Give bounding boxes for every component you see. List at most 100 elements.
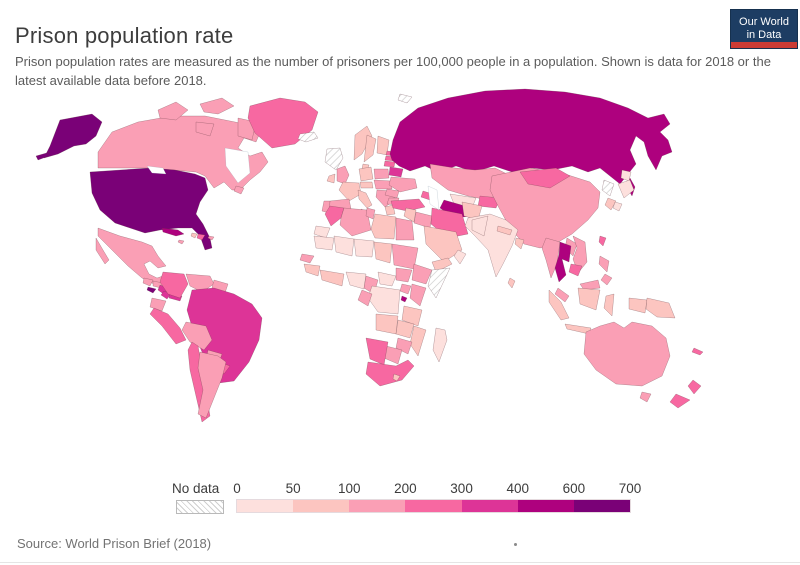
country-czech-hungary[interactable] bbox=[373, 179, 393, 190]
country-somalia[interactable] bbox=[427, 267, 451, 299]
country-kenya[interactable] bbox=[409, 283, 427, 307]
country-levant[interactable] bbox=[403, 207, 417, 223]
country-ivory-ghana[interactable] bbox=[319, 269, 345, 287]
country-lithuania[interactable] bbox=[383, 160, 396, 168]
country-japan-honshu[interactable] bbox=[617, 179, 635, 199]
country-venezuela[interactable] bbox=[185, 273, 215, 293]
country-cuba[interactable] bbox=[161, 227, 185, 237]
country-philippines-mindanao[interactable] bbox=[600, 273, 613, 286]
country-sri-lanka[interactable] bbox=[507, 277, 516, 289]
country-gabon-congo[interactable] bbox=[357, 289, 373, 307]
country-mongolia[interactable] bbox=[519, 167, 571, 189]
country-madagascar[interactable] bbox=[432, 327, 448, 363]
country-libya[interactable] bbox=[370, 213, 397, 240]
country-niger[interactable] bbox=[353, 238, 375, 258]
legend-color-segment-2[interactable] bbox=[349, 500, 406, 512]
country-alpine[interactable] bbox=[359, 181, 374, 189]
country-peru[interactable] bbox=[149, 307, 187, 345]
legend-color-segment-5[interactable] bbox=[517, 500, 574, 512]
country-canada-island-3[interactable] bbox=[195, 121, 215, 137]
country-australia-tasmania[interactable] bbox=[639, 391, 652, 403]
country-usa-mainland[interactable] bbox=[89, 167, 213, 251]
country-yemen[interactable] bbox=[431, 257, 453, 273]
country-puerto-rico[interactable] bbox=[207, 235, 215, 241]
country-papua-new-guinea[interactable] bbox=[645, 297, 676, 319]
country-mauritania[interactable] bbox=[313, 235, 335, 251]
country-svalbard[interactable] bbox=[397, 93, 413, 104]
country-tanzania[interactable] bbox=[401, 305, 423, 327]
country-guinea-group[interactable] bbox=[303, 263, 321, 277]
country-jamaica[interactable] bbox=[177, 239, 185, 245]
country-cambodia[interactable] bbox=[568, 263, 583, 277]
legend-color-segment-3[interactable] bbox=[405, 500, 462, 512]
country-drc[interactable] bbox=[367, 285, 401, 315]
country-china[interactable] bbox=[489, 167, 601, 249]
country-malaysia-peninsula[interactable] bbox=[554, 287, 570, 303]
country-el-salvador[interactable] bbox=[146, 286, 157, 294]
country-south-korea[interactable] bbox=[604, 197, 617, 211]
country-canada-newfoundland[interactable] bbox=[233, 185, 245, 195]
legend-no-data-swatch[interactable] bbox=[176, 500, 224, 514]
country-senegal[interactable] bbox=[299, 253, 315, 264]
country-ethiopia[interactable] bbox=[411, 263, 433, 285]
country-japan-kyushu[interactable] bbox=[612, 201, 623, 212]
owid-logo[interactable]: Our World in Data bbox=[731, 10, 797, 48]
country-colombia[interactable] bbox=[159, 271, 189, 299]
country-sweden[interactable] bbox=[363, 134, 377, 163]
country-uk[interactable] bbox=[336, 165, 350, 185]
country-canada-island-1[interactable] bbox=[157, 101, 189, 121]
country-mexico-baja[interactable] bbox=[95, 237, 110, 265]
country-egypt[interactable] bbox=[395, 217, 415, 241]
legend-color-segment-6[interactable] bbox=[573, 500, 630, 512]
country-south-sudan[interactable] bbox=[395, 267, 413, 283]
country-bolivia[interactable] bbox=[181, 321, 213, 351]
country-guatemala[interactable] bbox=[142, 277, 154, 287]
country-saudi-arabia[interactable] bbox=[423, 225, 463, 263]
country-pakistan[interactable] bbox=[471, 215, 489, 237]
country-angola[interactable] bbox=[375, 313, 399, 335]
country-lesotho[interactable] bbox=[392, 373, 401, 382]
country-greece[interactable] bbox=[384, 204, 396, 216]
country-indonesia-sumatra[interactable] bbox=[548, 289, 570, 321]
country-mali[interactable] bbox=[333, 235, 355, 257]
country-malaysia-borneo[interactable] bbox=[579, 279, 601, 291]
country-car[interactable] bbox=[377, 271, 397, 287]
country-nigeria[interactable] bbox=[345, 271, 367, 290]
country-nepal[interactable] bbox=[496, 225, 513, 236]
country-turkey[interactable] bbox=[390, 198, 426, 212]
country-north-korea[interactable] bbox=[601, 179, 615, 197]
country-ireland[interactable] bbox=[326, 173, 336, 184]
country-iraq[interactable] bbox=[413, 211, 433, 229]
country-haiti[interactable] bbox=[190, 232, 198, 239]
country-germany[interactable] bbox=[358, 166, 374, 182]
legend-color-segment-0[interactable] bbox=[237, 500, 294, 512]
country-oman[interactable] bbox=[453, 249, 467, 265]
country-namibia[interactable] bbox=[365, 337, 389, 366]
legend-color-segment-1[interactable] bbox=[293, 500, 350, 512]
country-indonesia-sulawesi[interactable] bbox=[603, 293, 615, 317]
country-australia[interactable] bbox=[583, 321, 671, 387]
country-mozambique[interactable] bbox=[409, 325, 427, 357]
country-belarus[interactable] bbox=[388, 166, 404, 178]
country-new-zealand-north[interactable] bbox=[687, 379, 702, 395]
country-new-zealand-south[interactable] bbox=[669, 393, 691, 409]
country-poland[interactable] bbox=[373, 168, 390, 180]
country-chad[interactable] bbox=[373, 241, 393, 264]
country-morocco[interactable] bbox=[324, 205, 345, 227]
country-canada-island-2[interactable] bbox=[199, 97, 235, 115]
country-usa-alaska[interactable] bbox=[43, 113, 103, 159]
country-italy[interactable] bbox=[357, 189, 373, 209]
country-iceland[interactable] bbox=[324, 147, 344, 171]
country-usa-aleutians[interactable] bbox=[35, 151, 51, 161]
country-indonesia-west-papua[interactable] bbox=[628, 297, 648, 314]
country-new-caledonia[interactable] bbox=[691, 347, 704, 356]
country-tunisia[interactable] bbox=[365, 207, 376, 220]
country-zambia[interactable] bbox=[395, 319, 415, 339]
country-ecuador[interactable] bbox=[149, 297, 167, 312]
country-thailand[interactable] bbox=[554, 241, 572, 283]
country-bangladesh[interactable] bbox=[514, 237, 525, 250]
country-philippines-luzon[interactable] bbox=[598, 255, 610, 273]
country-uganda[interactable] bbox=[399, 283, 412, 295]
country-south-africa[interactable] bbox=[365, 359, 415, 387]
country-mexico[interactable] bbox=[97, 227, 173, 286]
